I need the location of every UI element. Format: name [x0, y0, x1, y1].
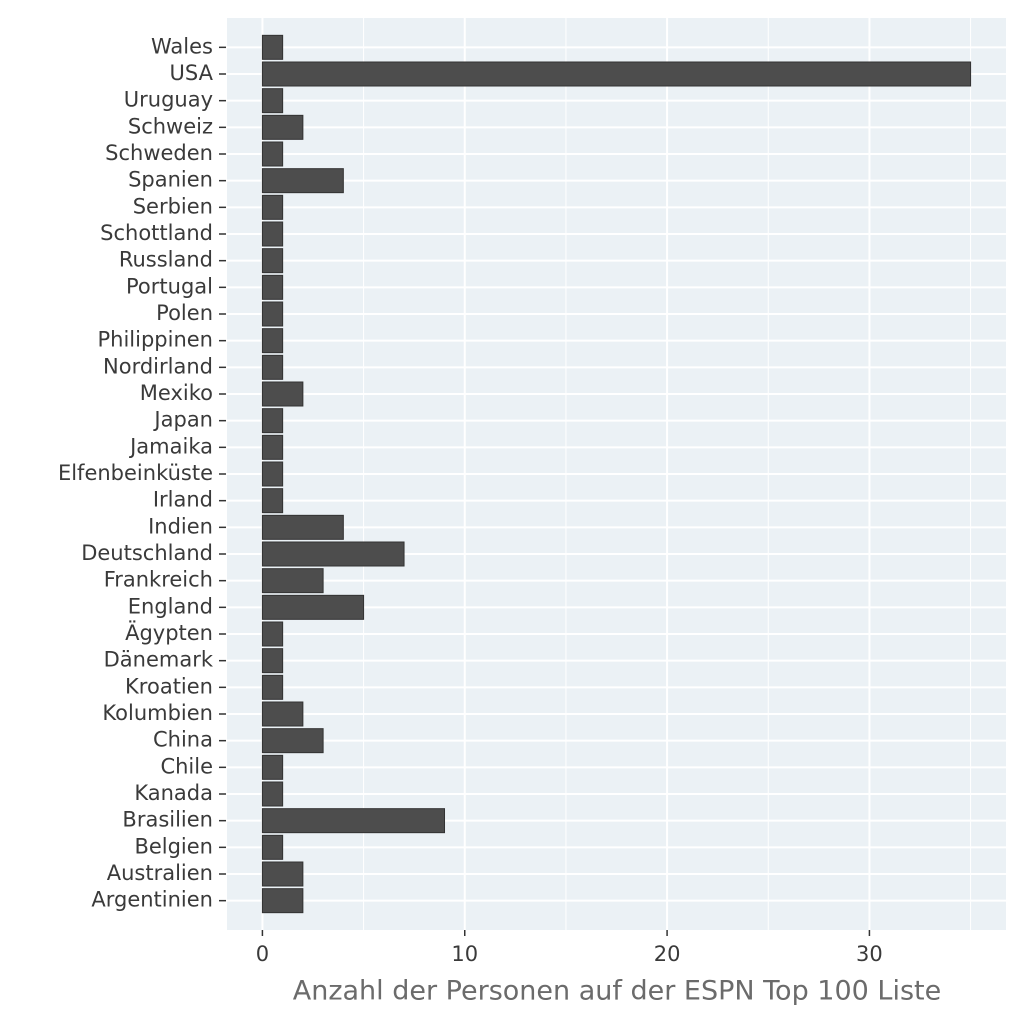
bar — [261, 541, 405, 567]
y-tick-label: Spanien — [128, 168, 213, 192]
y-tick-label: Belgien — [134, 834, 213, 858]
bar — [261, 301, 284, 327]
y-tick-label: Ägypten — [125, 620, 213, 645]
bar — [261, 248, 284, 274]
y-tick-label: Elfenbeinküste — [58, 461, 213, 485]
y-tick-label: Schottland — [100, 221, 213, 245]
y-tick-label: Australien — [107, 861, 213, 885]
bar — [261, 861, 304, 887]
y-tick-label: Argentinien — [91, 888, 213, 912]
y-tick-label: Brasilien — [122, 808, 213, 832]
y-tick-label: Dänemark — [104, 648, 214, 672]
y-tick-label: Kanada — [134, 781, 213, 805]
bar — [261, 568, 324, 594]
bar — [261, 274, 284, 300]
bar — [261, 114, 304, 140]
bar — [261, 888, 304, 914]
bar — [261, 434, 284, 460]
bar — [261, 34, 284, 60]
bar — [261, 354, 284, 380]
x-axis-label: Anzahl der Personen auf der ESPN Top 100… — [293, 976, 941, 1007]
y-tick-label: China — [153, 728, 213, 752]
bar — [261, 648, 284, 674]
bar — [261, 728, 324, 754]
bar — [261, 781, 284, 807]
bar — [261, 88, 284, 114]
bar — [261, 141, 284, 167]
bar — [261, 408, 284, 434]
y-tick-label: Portugal — [126, 274, 213, 298]
bar — [261, 594, 365, 620]
bar — [261, 168, 344, 194]
y-tick-label: Irland — [153, 488, 213, 512]
y-tick-label: Wales — [151, 34, 213, 58]
y-tick-label: USA — [170, 61, 214, 85]
x-tick-label: 0 — [256, 942, 269, 966]
bar — [261, 221, 284, 247]
bar — [261, 754, 284, 780]
y-tick-label: Japan — [152, 408, 213, 432]
y-tick-label: Kroatien — [125, 674, 213, 698]
y-tick-label: Deutschland — [81, 541, 213, 565]
y-tick-label: Chile — [160, 754, 213, 778]
x-tick-label: 30 — [856, 942, 883, 966]
y-tick-label: Jamaika — [128, 434, 213, 458]
bar — [261, 674, 284, 700]
y-tick-label: Polen — [156, 301, 213, 325]
y-tick-label: Mexiko — [140, 381, 213, 405]
y-tick-label: Uruguay — [124, 88, 213, 112]
x-tick-label: 10 — [451, 942, 478, 966]
bar — [261, 381, 304, 407]
x-tick-label: 20 — [654, 942, 681, 966]
y-tick-label: Frankreich — [104, 568, 213, 592]
y-tick-label: Schweiz — [128, 114, 213, 138]
bar — [261, 808, 446, 834]
y-tick-label: Kolumbien — [102, 701, 213, 725]
bar — [261, 194, 284, 220]
y-tick-label: Serbien — [133, 194, 213, 218]
bar — [261, 488, 284, 514]
y-tick-label: Philippinen — [97, 328, 213, 352]
bar — [261, 328, 284, 354]
bar — [261, 61, 972, 87]
y-tick-label: Schweden — [105, 141, 213, 165]
bar — [261, 621, 284, 647]
bar — [261, 461, 284, 487]
bar — [261, 834, 284, 860]
y-tick-label: Russland — [119, 248, 213, 272]
bar — [261, 701, 304, 727]
bar — [261, 514, 344, 540]
y-tick-label: Nordirland — [103, 354, 213, 378]
y-tick-label: England — [128, 594, 213, 618]
y-tick-label: Indien — [148, 514, 213, 538]
